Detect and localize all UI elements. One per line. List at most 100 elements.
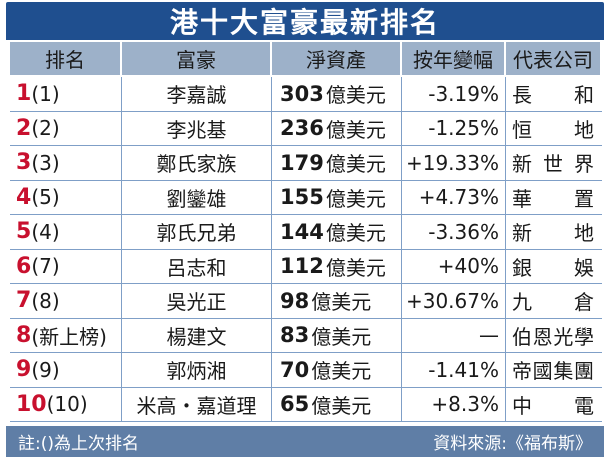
tycoon-name: 郭炳湘 xyxy=(166,359,227,384)
company-name: 華置 xyxy=(512,183,602,212)
net-worth-value: 65 xyxy=(280,392,310,417)
tycoon-name: 楊建文 xyxy=(166,324,227,349)
company-char: 九 xyxy=(512,290,532,315)
company-name: 長和 xyxy=(512,79,602,108)
rank-number: 1 xyxy=(16,81,32,107)
worth-cell: 70 億美元 xyxy=(272,353,402,387)
company-char: 倉 xyxy=(574,290,594,315)
net-worth-value: 144 xyxy=(280,219,324,244)
table-row: 3 (3) 鄭氏家族 179 億美元 +19.33% 新世界 xyxy=(10,146,602,181)
company-char: 地 xyxy=(574,117,594,142)
company-cell: 銀娛 xyxy=(506,250,602,284)
company-char: 新 xyxy=(512,152,532,177)
company-cell: 中電 xyxy=(506,388,602,422)
rank-number: 4 xyxy=(16,184,32,210)
tycoon-name: 呂志和 xyxy=(166,255,227,280)
change-cell: -3.19% xyxy=(402,77,506,111)
net-worth-value: 303 xyxy=(280,81,324,106)
previous-rank: (2) xyxy=(31,116,60,141)
yearly-change: -3.19% xyxy=(428,81,499,106)
change-cell: +8.3% xyxy=(402,387,506,421)
page-title: 港十大富豪最新排名 xyxy=(6,2,604,40)
net-worth-value: 98 xyxy=(280,288,310,313)
company-name: 新地 xyxy=(512,217,602,246)
change-cell: +40% xyxy=(402,249,506,283)
rank-cell: 4 (5) xyxy=(10,180,122,214)
previous-rank: (5) xyxy=(31,185,60,210)
net-worth-unit: 億美元 xyxy=(311,324,372,349)
name-cell: 吳光正 xyxy=(122,284,272,318)
tycoon-name: 劉鑾雄 xyxy=(166,186,227,211)
change-cell: -3.36% xyxy=(402,215,506,249)
header-company: 代表公司 xyxy=(506,42,602,75)
company-char: 光 xyxy=(553,324,574,349)
company-char: 置 xyxy=(574,186,594,211)
company-char: 長 xyxy=(512,83,532,108)
worth-cell: 236 億美元 xyxy=(272,111,402,145)
table-row: 6 (7) 呂志和 112 億美元 +40% 銀娛 xyxy=(10,249,602,284)
table-row: 2 (2) 李兆基 236 億美元 -1.25% 恒地 xyxy=(10,111,602,146)
rank-number: 7 xyxy=(16,288,32,314)
tycoon-name: 鄭氏家族 xyxy=(156,152,237,177)
table-row: 5 (4) 郭氏兄弟 144 億美元 -3.36% 新地 xyxy=(10,215,602,250)
net-worth-unit: 億美元 xyxy=(325,186,386,211)
company-cell: 新地 xyxy=(506,215,602,249)
yearly-change: +19.33% xyxy=(405,150,499,175)
yearly-change: -1.25% xyxy=(428,116,499,141)
company-name: 恒地 xyxy=(512,114,602,143)
company-char: 新 xyxy=(512,221,532,246)
rank-number: 6 xyxy=(16,253,32,279)
worth-cell: 144 億美元 xyxy=(272,215,402,249)
company-name: 新世界 xyxy=(512,148,602,177)
table-row: 10 (10) 米高・嘉道理 65 億美元 +8.3% 中電 xyxy=(10,387,602,422)
rank-cell: 3 (3) xyxy=(10,146,122,180)
net-worth-unit: 億美元 xyxy=(311,359,372,384)
yearly-change: -3.36% xyxy=(428,219,499,244)
rank-cell: 2 (2) xyxy=(10,111,122,145)
company-cell: 華置 xyxy=(506,181,602,215)
company-char: 團 xyxy=(573,359,594,384)
name-cell: 米高・嘉道理 xyxy=(122,387,272,421)
table-body: 1 (1) 李嘉誠 303 億美元 -3.19% 長和 2 (2) 李兆基 236 億美元 -1.25%… xyxy=(10,77,602,422)
yearly-change: — xyxy=(479,323,499,348)
company-char: 集 xyxy=(553,359,574,384)
company-cell: 九倉 xyxy=(506,284,602,318)
company-char: 地 xyxy=(574,221,594,246)
company-name: 帝國集團 xyxy=(512,355,602,384)
rank-cell: 6 (7) xyxy=(10,249,122,283)
name-cell: 劉鑾雄 xyxy=(122,180,272,214)
company-char: 帝 xyxy=(512,359,532,384)
company-char: 恒 xyxy=(512,117,532,142)
previous-rank: (3) xyxy=(31,150,60,175)
rank-number: 3 xyxy=(16,150,32,176)
company-char: 伯 xyxy=(512,324,532,349)
table-row: 7 (8) 吳光正 98 億美元 +30.67% 九倉 xyxy=(10,284,602,319)
yearly-change: +40% xyxy=(437,254,499,279)
rank-number: 9 xyxy=(16,357,32,383)
rank-number: 8 xyxy=(16,322,32,348)
company-cell: 帝國集團 xyxy=(506,353,602,387)
worth-cell: 179 億美元 xyxy=(272,146,402,180)
rank-cell: 1 (1) xyxy=(10,77,122,111)
net-worth-unit: 億美元 xyxy=(311,290,372,315)
worth-cell: 83 億美元 xyxy=(272,318,402,352)
rank-cell: 5 (4) xyxy=(10,215,122,249)
previous-rank: (7) xyxy=(31,254,60,279)
company-char: 中 xyxy=(512,393,532,418)
tycoon-name: 李兆基 xyxy=(166,117,227,142)
company-name: 銀娛 xyxy=(512,252,602,281)
previous-rank: (4) xyxy=(31,219,60,244)
worth-cell: 155 億美元 xyxy=(272,180,402,214)
company-char: 國 xyxy=(532,359,553,384)
rank-number: 5 xyxy=(16,219,32,245)
net-worth-value: 236 xyxy=(280,116,324,141)
previous-rank: (9) xyxy=(31,357,60,382)
footer-note: 註:()為上次排名 xyxy=(18,434,139,454)
yearly-change: -1.41% xyxy=(428,357,499,382)
net-worth-value: 155 xyxy=(280,185,324,210)
rich-list-table: 排名 富豪 淨資產 按年變幅 代表公司 1 (1) 李嘉誠 303 億美元 -3.19% 長… xyxy=(10,42,602,422)
header-name: 富豪 xyxy=(122,42,272,75)
tycoon-name: 米高・嘉道理 xyxy=(136,393,257,418)
rank-number: 10 xyxy=(16,391,47,417)
